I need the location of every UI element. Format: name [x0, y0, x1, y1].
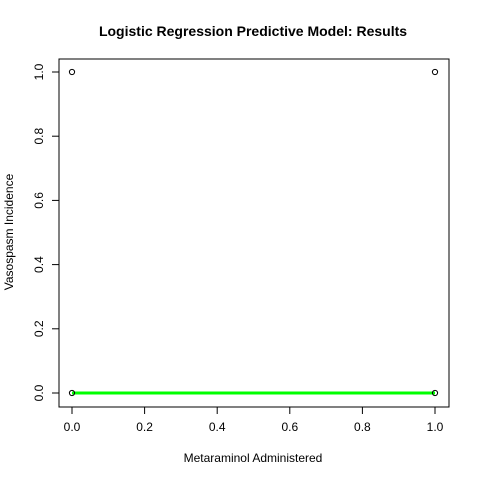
x-tick-label: 0.8: [354, 420, 371, 434]
chart-title: Logistic Regression Predictive Model: Re…: [99, 23, 407, 39]
y-tick-label: 0.4: [32, 256, 46, 273]
data-point: [68, 389, 76, 397]
x-tick-label: 0.6: [281, 420, 298, 434]
data-point: [68, 68, 76, 76]
data-point: [431, 389, 439, 397]
y-tick-label: 0.6: [32, 192, 46, 209]
y-tick-label: 0.8: [32, 128, 46, 145]
x-axis-label: Metaraminol Administered: [184, 451, 323, 465]
x-tick-label: 1.0: [427, 420, 444, 434]
series-layer: [68, 68, 439, 397]
x-axis: 0.0 0.2 0.4 0.6 0.8 1.0: [64, 406, 444, 434]
y-tick-label: 0.0: [32, 384, 46, 401]
y-axis-label: Vasospasm Incidence: [2, 173, 16, 290]
y-tick-label: 1.0: [32, 63, 46, 80]
y-axis: 0.0 0.2 0.4 0.6 0.8 1.0: [32, 63, 60, 401]
y-tick-label: 0.2: [32, 320, 46, 337]
x-tick-label: 0.0: [64, 420, 81, 434]
x-tick-label: 0.4: [209, 420, 226, 434]
x-tick-label: 0.2: [136, 420, 153, 434]
plot-frame: [58, 58, 450, 408]
data-point: [431, 68, 439, 76]
